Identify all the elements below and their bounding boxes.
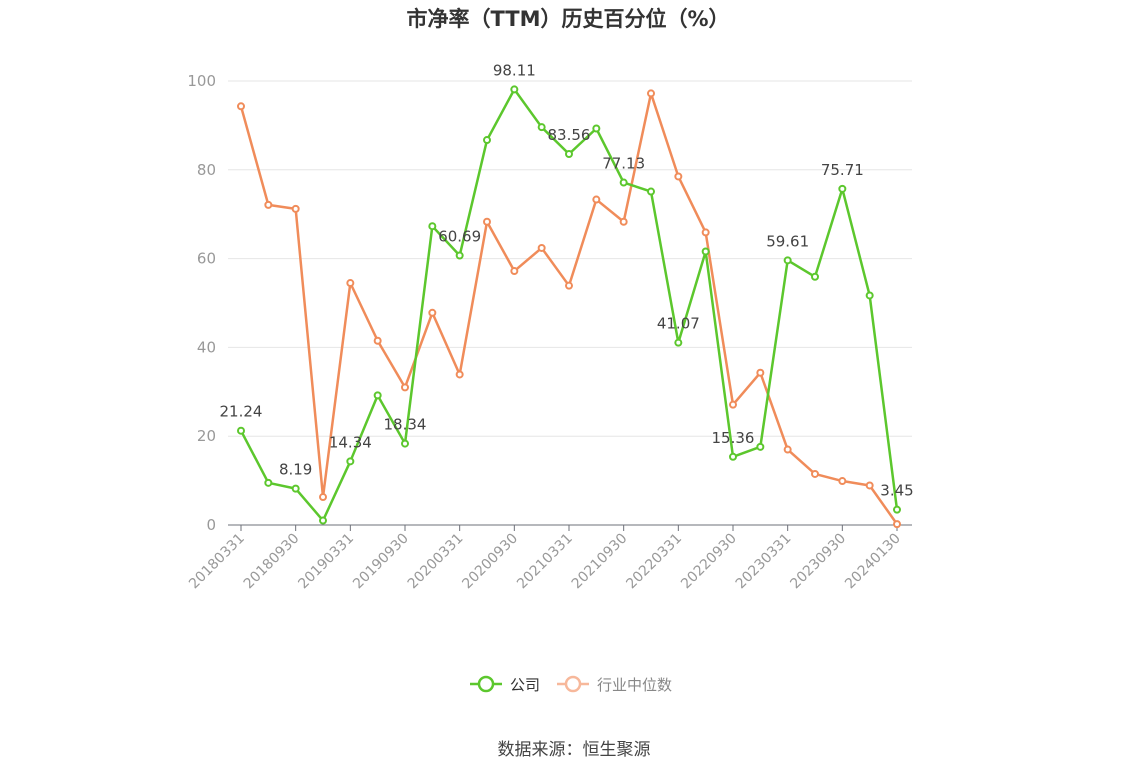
- data-point: [483, 136, 491, 145]
- legend[interactable]: 公司 行业中位数: [470, 675, 672, 694]
- data-point: [729, 452, 737, 461]
- legend-item-0[interactable]: 公司: [470, 675, 540, 694]
- data-point: [319, 493, 327, 502]
- data-point: [838, 184, 847, 193]
- data-point: [592, 195, 601, 204]
- data-point: [592, 124, 601, 133]
- y-tick-label: 40: [197, 338, 216, 356]
- data-point: [756, 442, 765, 451]
- data-point: [701, 228, 710, 237]
- source-note: 数据来源：恒生聚源: [498, 740, 651, 760]
- x-tick-label: 20180331: [186, 531, 248, 593]
- data-label: 8.19: [279, 461, 312, 479]
- series-group: [237, 85, 901, 529]
- data-point: [756, 368, 765, 377]
- data-point: [455, 370, 464, 379]
- data-point: [401, 439, 409, 448]
- data-label: 83.56: [548, 126, 591, 144]
- data-point: [373, 336, 382, 345]
- data-point: [237, 426, 245, 435]
- data-label: 98.11: [493, 61, 536, 79]
- legend-swatch-marker: [477, 675, 495, 693]
- y-tick-label: 100: [187, 72, 216, 90]
- data-point: [783, 445, 792, 454]
- data-point: [483, 217, 491, 226]
- data-label: 14.34: [329, 433, 372, 451]
- data-point: [811, 272, 819, 281]
- data-point: [264, 478, 273, 487]
- x-tick-label: 20230930: [787, 531, 849, 593]
- data-point: [401, 383, 409, 392]
- y-tick-label: 80: [197, 161, 216, 179]
- data-point: [701, 247, 710, 256]
- y-tick-label: 20: [197, 427, 216, 445]
- data-label: 60.69: [438, 228, 481, 246]
- x-tick-label: 20200331: [405, 531, 467, 593]
- data-point: [674, 172, 683, 181]
- x-tick-label: 20240130: [842, 531, 904, 593]
- data-label: 15.36: [712, 429, 755, 447]
- y-tick-label: 0: [206, 516, 216, 534]
- x-tick-label: 20220930: [678, 531, 740, 593]
- data-point: [647, 89, 655, 98]
- data-label: 3.45: [880, 482, 913, 500]
- data-point: [674, 338, 683, 347]
- x-tick-label: 20190331: [295, 531, 357, 593]
- data-point: [346, 457, 355, 466]
- data-point: [373, 391, 382, 400]
- data-point: [319, 516, 327, 525]
- legend-label: 行业中位数: [597, 676, 672, 694]
- data-point: [811, 469, 819, 478]
- data-point: [428, 308, 437, 317]
- data-point: [291, 204, 300, 213]
- data-point: [237, 102, 245, 111]
- data-point: [264, 200, 273, 209]
- x-tick-label: 20210930: [569, 531, 631, 593]
- chart-title: 市净率（TTM）历史百分位（%）: [406, 7, 729, 31]
- data-point: [783, 256, 792, 265]
- data-label: 18.34: [384, 416, 427, 434]
- data-point: [865, 291, 874, 300]
- data-point: [619, 217, 628, 226]
- data-point: [428, 222, 437, 231]
- data-point: [565, 149, 573, 158]
- data-point: [838, 477, 847, 486]
- x-tick-label: 20230331: [733, 531, 795, 593]
- data-point: [619, 178, 628, 187]
- data-point: [291, 484, 300, 493]
- data-point: [893, 520, 901, 529]
- data-label: 41.07: [657, 315, 700, 333]
- axes: 0 20 40 60 80 100 2018033120180930201903312019…: [186, 72, 912, 592]
- y-tick-label: 60: [197, 250, 216, 268]
- data-point: [893, 505, 901, 514]
- legend-swatch-marker: [564, 675, 582, 693]
- data-point: [510, 85, 519, 94]
- data-point: [537, 123, 546, 132]
- data-labels: 21.24 8.19 14.34 18.34 60.69 98.11 83.56 77.13 4…: [220, 61, 914, 499]
- x-tick-label: 20220331: [623, 531, 685, 593]
- data-label: 59.61: [766, 232, 809, 250]
- x-tick-label: 20200930: [459, 531, 521, 593]
- x-tick-label: 20180930: [241, 531, 303, 593]
- data-point: [565, 281, 573, 290]
- data-label: 77.13: [602, 155, 645, 173]
- series-line-1: [239, 92, 899, 525]
- legend-label: 公司: [510, 676, 540, 694]
- data-point: [729, 400, 737, 409]
- legend-item-1[interactable]: 行业中位数: [557, 675, 672, 694]
- data-point: [346, 279, 355, 288]
- x-tick-label: 20210331: [514, 531, 576, 593]
- x-tick-label: 20190930: [350, 531, 412, 593]
- data-point: [455, 251, 464, 260]
- data-point: [510, 267, 519, 276]
- data-point: [865, 481, 874, 490]
- data-label: 75.71: [821, 161, 864, 179]
- data-point: [647, 187, 655, 196]
- data-point: [537, 243, 546, 252]
- data-label: 21.24: [220, 403, 263, 421]
